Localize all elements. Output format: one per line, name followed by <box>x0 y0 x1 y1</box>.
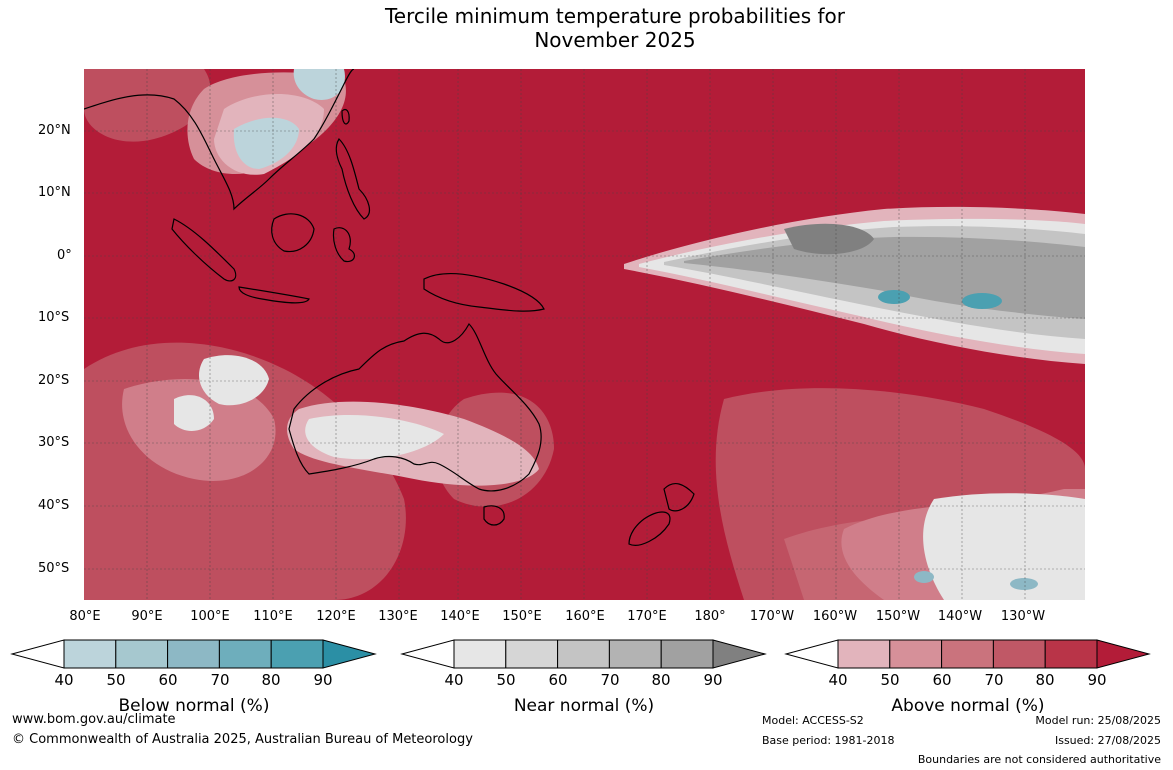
colorbar-tick: 70 <box>600 671 620 689</box>
lon-label: 90°E <box>131 609 163 624</box>
colorbar-cells <box>837 639 1098 669</box>
colorbar-cells <box>453 639 714 669</box>
colorbar-tick: 50 <box>496 671 516 689</box>
colorbar-tick: 60 <box>158 671 178 689</box>
new-zealand-coastline <box>628 482 695 546</box>
colorbar-cell <box>557 639 610 669</box>
lat-label: 10°N <box>38 185 71 200</box>
colorbar-tick: 90 <box>1087 671 1107 689</box>
lon-label: 150°E <box>502 609 542 624</box>
lon-label: 120°E <box>316 609 356 624</box>
colorbar-cell <box>837 639 891 669</box>
colorbar-tick: 40 <box>444 671 464 689</box>
lat-label: 30°S <box>38 435 70 450</box>
lat-label: 0° <box>57 248 72 263</box>
colorbar-cell <box>115 639 169 669</box>
colorbar-tick: 40 <box>54 671 74 689</box>
colorbar-cell <box>218 639 272 669</box>
tasmania-coastline <box>483 505 505 526</box>
copyright-text: © Commonwealth of Australia 2025, Austra… <box>12 732 473 747</box>
colorbar-cell <box>63 639 117 669</box>
colorbar-tick: 90 <box>313 671 333 689</box>
colorbar-tick: 40 <box>828 671 848 689</box>
colorbar-tick: 80 <box>261 671 281 689</box>
colorbar-cell <box>992 639 1046 669</box>
colorbar-tick: 70 <box>210 671 230 689</box>
colorbar-cell <box>453 639 507 669</box>
near-normal-southern-ocean <box>914 493 1085 600</box>
australia-coastline <box>288 323 542 492</box>
colorbar-cell <box>889 639 943 669</box>
colorbar-label-below: Below normal (%) <box>118 696 270 716</box>
model-run-text: Model run: 25/08/2025 <box>1035 714 1161 727</box>
lon-label: 80°E <box>69 609 101 624</box>
colorbar-cell <box>1044 639 1098 669</box>
sulawesi-coastline <box>332 227 356 263</box>
colorbar-tick: 90 <box>703 671 723 689</box>
colorbar-tick: 80 <box>651 671 671 689</box>
lon-label: 130°E <box>378 609 418 624</box>
title-line-1: Tercile minimum temperature probabilitie… <box>384 4 846 28</box>
issued-text: Issued: 27/08/2025 <box>1054 734 1161 747</box>
colorbar-tick: 70 <box>984 671 1004 689</box>
lat-label: 20°N <box>38 123 71 138</box>
colorbar-label-above: Above normal (%) <box>891 696 1045 716</box>
colorbar-above-normal <box>784 639 1151 669</box>
lat-label: 40°S <box>38 498 70 513</box>
lon-label: 170°W <box>749 609 795 624</box>
disclaimer-text: Boundaries are not considered authoritat… <box>917 753 1161 766</box>
borneo-coastline <box>271 213 315 253</box>
colorbar-end-arrow <box>322 639 377 669</box>
lon-label: 140°E <box>440 609 480 624</box>
colorbar-cell <box>660 639 714 669</box>
colorbar-cell <box>270 639 324 669</box>
lon-label: 100°E <box>190 609 230 624</box>
new-guinea-coastline <box>423 272 545 312</box>
colorbar-end-arrow <box>712 639 767 669</box>
colorbar-tick: 50 <box>106 671 126 689</box>
below-normal-spot <box>878 290 910 304</box>
near-normal-pacific-tongue <box>624 206 1085 364</box>
model-text: Model: ACCESS-S2 <box>762 714 864 727</box>
grid-lines <box>84 69 1085 600</box>
lon-label: 160°E <box>565 609 605 624</box>
coastlines <box>84 69 695 546</box>
lon-label: 170°E <box>627 609 667 624</box>
lon-label: 110°E <box>253 609 293 624</box>
near-normal-australia <box>174 355 539 486</box>
lon-label: 140°W <box>937 609 983 624</box>
colorbar-cell <box>167 639 220 669</box>
map-title: Tercile minimum temperature probabilitie… <box>330 4 900 52</box>
colorbar-cells <box>63 639 324 669</box>
colorbar-cell <box>505 639 559 669</box>
lon-label: 150°W <box>875 609 921 624</box>
lat-label: 50°S <box>38 561 70 576</box>
colorbar-below-normal <box>10 639 377 669</box>
lon-label: 180° <box>694 609 726 624</box>
taiwan-coastline <box>341 108 350 125</box>
sumatra-coastline <box>171 218 237 282</box>
website-link[interactable]: www.bom.gov.au/climate <box>12 712 176 727</box>
colorbar-tick: 60 <box>932 671 952 689</box>
probability-map <box>84 69 1085 600</box>
colorbar-cell <box>608 639 662 669</box>
colorbar-label-near: Near normal (%) <box>513 696 655 716</box>
colorbar-cell <box>941 639 994 669</box>
colorbar-tick: 50 <box>880 671 900 689</box>
colorbar-near-normal <box>400 639 767 669</box>
java-coastline <box>238 286 310 304</box>
lon-label: 130°W <box>1000 609 1046 624</box>
base-period-text: Base period: 1981-2018 <box>762 734 895 747</box>
lat-label: 20°S <box>38 373 70 388</box>
lat-label: 10°S <box>38 310 70 325</box>
title-line-2: November 2025 <box>534 28 696 52</box>
colorbar-tick: 80 <box>1035 671 1055 689</box>
lon-label: 160°W <box>812 609 858 624</box>
colorbar-tick: 60 <box>548 671 568 689</box>
below-normal-spot <box>962 293 1002 309</box>
below-normal-se-asia <box>187 69 346 175</box>
se-asia-mainland-coastline <box>84 69 355 211</box>
philippines-coastline <box>335 138 371 220</box>
colorbar-end-arrow <box>1096 639 1151 669</box>
